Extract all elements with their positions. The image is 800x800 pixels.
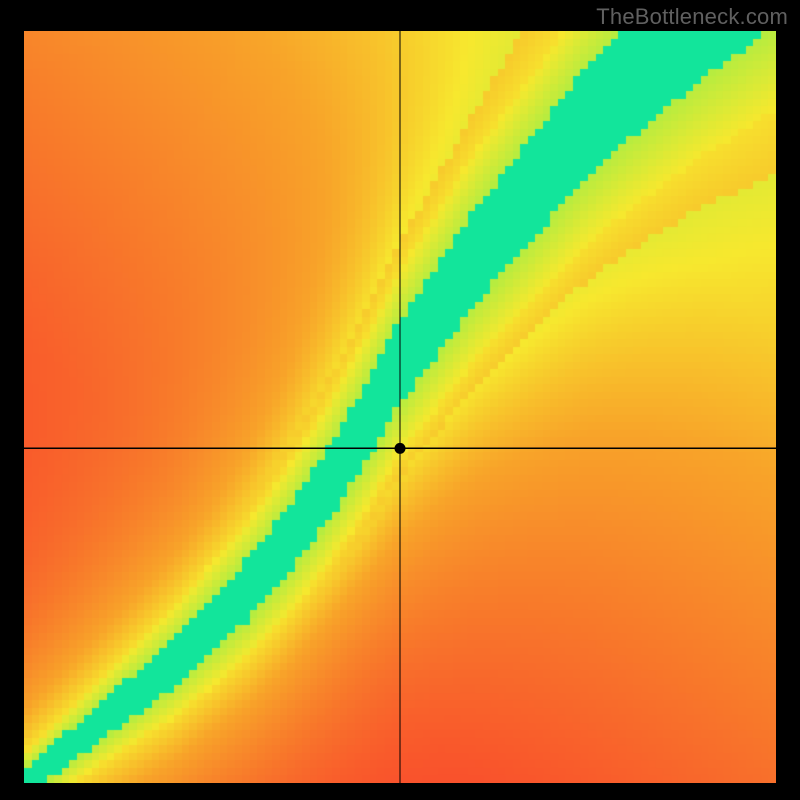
- chart-overlay: [24, 31, 776, 783]
- marker-dot: [395, 443, 406, 454]
- crosshair: [24, 31, 776, 783]
- watermark-text: TheBottleneck.com: [596, 4, 788, 30]
- chart-container: TheBottleneck.com: [0, 0, 800, 800]
